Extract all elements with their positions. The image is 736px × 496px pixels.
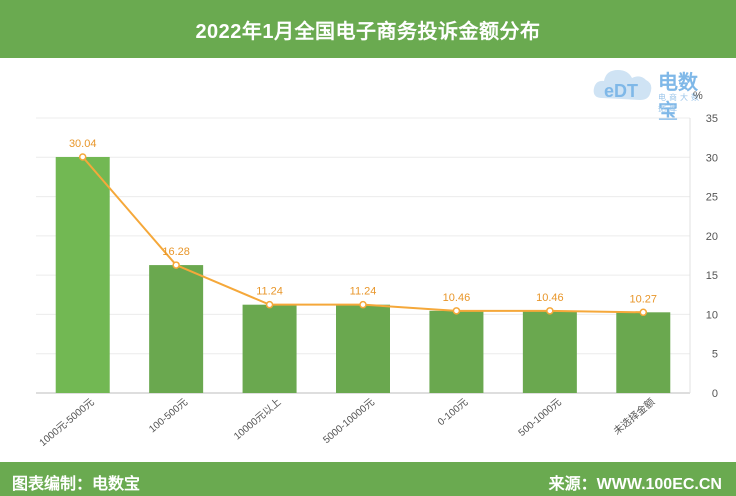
x-tick-label: 500-1000元 xyxy=(517,397,564,439)
bar xyxy=(522,310,577,393)
logo-mark: eDT xyxy=(604,81,638,101)
y-tick-label: 30 xyxy=(706,152,718,164)
line-point xyxy=(546,307,554,315)
data-label: 16.28 xyxy=(162,246,190,258)
y-tick-label: 20 xyxy=(706,231,718,243)
data-label: 11.24 xyxy=(256,286,283,298)
y-tick-label: 25 xyxy=(706,192,718,204)
y-tick-label: 15 xyxy=(706,270,718,282)
bar xyxy=(149,265,204,393)
y-axis-unit: % xyxy=(693,90,703,102)
line-point xyxy=(452,307,461,315)
data-label: 30.04 xyxy=(69,138,97,150)
x-tick-label: 1000元-5000元 xyxy=(38,397,97,449)
line-point xyxy=(359,300,367,309)
x-tick-label: 10000元以上 xyxy=(231,396,283,442)
footer-source: 来源：WWW.100EC.CN xyxy=(548,476,722,493)
footer-credit: 图表编制：电数宝 xyxy=(12,476,141,493)
logo-tagline: 电商大数据库 xyxy=(658,93,702,113)
y-tick-label: 5 xyxy=(712,349,718,361)
line-point xyxy=(639,308,648,317)
data-label: 11.24 xyxy=(350,286,377,298)
x-tick-label: 5000-10000元 xyxy=(321,397,377,446)
cloud-icon: eDT xyxy=(593,70,652,101)
page-title: 2022年1月全国电子商务投诉金额分布 xyxy=(195,20,541,43)
y-tick-label: 35 xyxy=(706,113,718,125)
line-point xyxy=(172,261,180,269)
x-tick-label: 0-100元 xyxy=(436,397,470,428)
footer-bar: 图表编制：电数宝 来源：WWW.100EC.CN xyxy=(0,462,736,496)
bar xyxy=(55,156,110,393)
data-label: 10.46 xyxy=(536,292,564,304)
x-tick-label: 未选择金额 xyxy=(611,395,658,437)
data-label: 10.27 xyxy=(630,293,658,305)
bar xyxy=(616,312,671,393)
header-bar: 2022年1月全国电子商务投诉金额分布 xyxy=(0,0,736,58)
line-point xyxy=(265,300,274,309)
x-tick-label: 100-500元 xyxy=(147,397,190,435)
bar xyxy=(242,304,297,393)
y-tick-label: 10 xyxy=(706,309,718,321)
bar xyxy=(336,304,390,393)
data-label: 10.46 xyxy=(443,292,471,304)
bar-chart: 0 5 10 15 20 25 30 35 30.04 16.28 11.24 11.24 10.46 1… xyxy=(36,113,718,449)
line-point xyxy=(78,153,87,161)
bar xyxy=(429,310,484,393)
y-tick-label: 0 xyxy=(712,388,718,400)
